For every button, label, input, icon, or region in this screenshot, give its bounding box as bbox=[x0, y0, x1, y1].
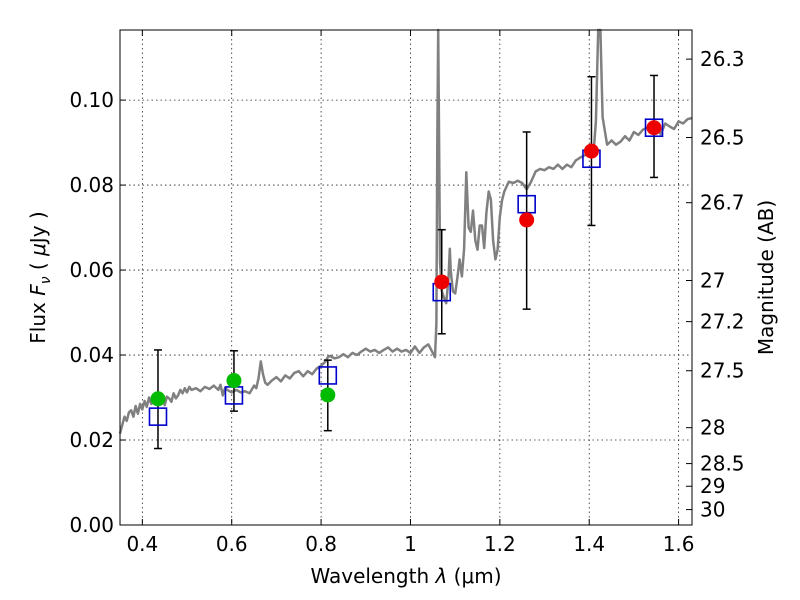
y-axis-label-subscript: ν bbox=[38, 276, 54, 284]
x-tick-label: 1.6 bbox=[663, 532, 695, 556]
y-tick-label: 0.08 bbox=[69, 173, 114, 197]
plot-frame bbox=[119, 29, 693, 526]
x-tick-label: 1.4 bbox=[573, 532, 605, 556]
x-tick-label: 0.4 bbox=[126, 532, 158, 556]
nir-data-point bbox=[519, 212, 535, 228]
y-axis-label-unit-rest: Jy ) bbox=[26, 211, 50, 245]
mag-tick-label: 30 bbox=[700, 498, 725, 522]
y-axis-label-prefix: Flux bbox=[26, 296, 50, 344]
optical-data-point bbox=[226, 373, 242, 389]
x-axis-label: Wavelength λ (μm) bbox=[310, 564, 501, 588]
model-spectrum-line bbox=[118, 28, 693, 434]
nir-data-point bbox=[434, 274, 450, 290]
nir-data-point bbox=[583, 143, 599, 159]
data-points-layer bbox=[148, 74, 664, 450]
mag-tick-label: 26.3 bbox=[700, 47, 745, 71]
nir-data-point bbox=[646, 120, 662, 136]
x-tick-label: 0.8 bbox=[305, 532, 337, 556]
y-axis-label-unit-open: ( bbox=[26, 256, 50, 277]
x-axis-label-unit: (μm) bbox=[447, 564, 501, 588]
x-tick-label: 1.2 bbox=[484, 532, 516, 556]
mag-tick-label: 28.5 bbox=[700, 452, 745, 476]
axis-ticks-layer: 0.4 0.6 0.8 1 1.2 1.4 1.6 0.00 0.02 0.04 0.06 0.08 0… bbox=[69, 30, 745, 556]
optical-data-point bbox=[320, 387, 336, 403]
y-tick-label: 0.04 bbox=[69, 343, 114, 367]
y2-axis-label: Magnitude (AB) bbox=[754, 200, 778, 355]
model-photometry-square bbox=[148, 407, 168, 426]
x-axis-label-prefix: Wavelength bbox=[310, 564, 435, 588]
grid-layer bbox=[120, 30, 692, 526]
x-tick-label: 1 bbox=[404, 532, 417, 556]
y-tick-label: 0.10 bbox=[69, 88, 114, 112]
model-spectrum-layer bbox=[118, 28, 693, 434]
mag-tick-label: 27.5 bbox=[700, 359, 745, 383]
y-axis-label: Flux Fν ( μJy ) bbox=[26, 211, 54, 343]
optical-data-point bbox=[150, 391, 166, 407]
mag-tick-label: 27 bbox=[700, 268, 725, 292]
mag-tick-label: 27.2 bbox=[700, 310, 745, 334]
mag-tick-label: 26.7 bbox=[700, 191, 745, 215]
x-axis-label-symbol: λ bbox=[434, 564, 447, 588]
model-photometry-square bbox=[644, 118, 664, 138]
y-tick-label: 0.06 bbox=[69, 258, 114, 282]
mag-tick-label: 26.5 bbox=[700, 125, 745, 149]
y-tick-label: 0.00 bbox=[69, 513, 114, 537]
x-tick-label: 0.6 bbox=[216, 532, 248, 556]
model-photometry-square bbox=[318, 366, 338, 385]
y-tick-label: 0.02 bbox=[69, 428, 114, 452]
y-axis-label-symbol: F bbox=[26, 284, 50, 296]
y-axis-label-mu: μ bbox=[26, 243, 50, 257]
mag-tick-label: 29 bbox=[700, 474, 725, 498]
mag-tick-label: 28 bbox=[700, 416, 725, 440]
